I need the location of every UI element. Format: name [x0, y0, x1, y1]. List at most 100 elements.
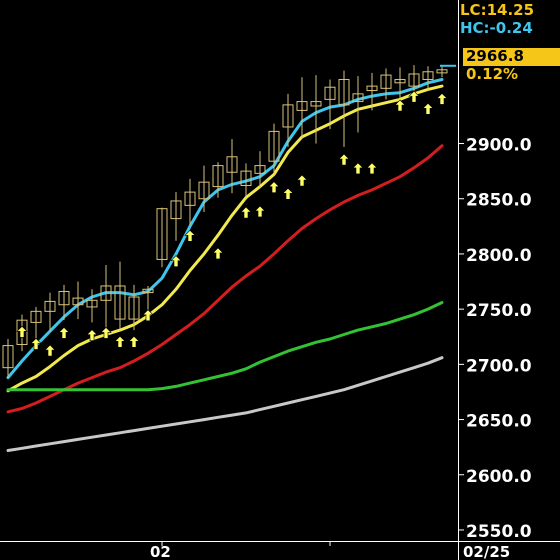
candle	[100, 264, 112, 331]
candle	[422, 66, 434, 91]
signal-arrow	[128, 335, 140, 348]
candle-body	[100, 285, 112, 301]
candle	[226, 139, 238, 194]
signal-arrow	[100, 327, 112, 339]
candle-body	[86, 299, 98, 308]
change-percent-label: 0.12%	[466, 65, 519, 83]
signal-arrow	[394, 99, 406, 112]
candle-body	[338, 78, 350, 106]
candle	[2, 338, 14, 378]
candle-body	[366, 85, 378, 92]
candle-body	[310, 101, 322, 107]
candle	[310, 75, 322, 144]
ma-line-2	[6, 84, 444, 393]
candle	[30, 306, 42, 341]
candle	[156, 207, 168, 268]
candle	[240, 163, 252, 197]
candle	[128, 284, 140, 331]
candle-body	[184, 191, 196, 206]
signal-arrow	[352, 162, 364, 175]
ma-line-5	[6, 356, 444, 452]
candle-body	[44, 300, 56, 312]
y-tick-label: 2750.0	[466, 301, 532, 321]
y-tick-label: 2700.0	[466, 356, 532, 376]
ma-line-3	[6, 144, 444, 414]
last-price-badge	[463, 48, 560, 66]
candle	[324, 79, 336, 130]
candle-body	[16, 319, 28, 345]
candle-body	[142, 288, 154, 294]
candle-body	[352, 93, 364, 103]
candle	[352, 76, 364, 133]
hc-readout: HC:-0.24	[460, 19, 533, 37]
signal-arrow	[268, 181, 280, 193]
y-tick-label: 2600.0	[466, 467, 532, 487]
candle	[254, 151, 266, 188]
candle	[58, 284, 70, 321]
signal-arrow	[212, 247, 224, 260]
signal-arrow	[282, 187, 294, 200]
candle	[198, 165, 210, 212]
candle	[86, 289, 98, 323]
signal-arrow	[114, 335, 126, 348]
y-tick-label: 2800.0	[466, 246, 532, 266]
signal-arrow	[408, 90, 420, 103]
candle	[380, 68, 392, 100]
y-tick-label: 2650.0	[466, 412, 532, 432]
candle	[366, 72, 378, 111]
candle	[268, 123, 280, 175]
candle-body	[30, 310, 42, 323]
candle-body	[436, 69, 448, 74]
candle	[282, 93, 294, 147]
candle-body	[408, 73, 420, 87]
signal-arrow	[436, 92, 448, 105]
signal-arrow	[86, 329, 98, 341]
signal-arrow	[254, 205, 266, 218]
candle-body	[198, 181, 210, 200]
candle	[394, 67, 406, 99]
x-tick-label: 02	[150, 543, 171, 560]
candles	[2, 65, 448, 378]
y-tick-label: 2850.0	[466, 191, 532, 211]
candle-body	[170, 200, 182, 220]
candle-body	[226, 156, 238, 173]
lc-readout: LC:14.25	[460, 1, 535, 19]
y-tick-label: 2550.0	[466, 522, 532, 542]
signal-arrow	[240, 206, 252, 219]
candle-body	[72, 297, 84, 306]
candle-body	[296, 101, 308, 111]
moving-averages	[6, 78, 444, 452]
signal-arrow	[16, 325, 28, 338]
signal-arrow	[366, 162, 378, 175]
signal-arrow	[184, 229, 196, 242]
y-tick-label: 2900.0	[466, 136, 532, 156]
ma-line-1	[6, 78, 444, 380]
candle	[408, 65, 420, 93]
candle-body	[156, 208, 168, 260]
x-tick-label: 02/25	[463, 543, 510, 560]
candle-body	[114, 285, 126, 320]
signal-arrow	[58, 327, 70, 339]
signal-arrow	[44, 344, 56, 357]
candle	[338, 70, 350, 147]
signal-arrow	[296, 174, 308, 187]
signal-arrow	[422, 102, 434, 115]
candle-body	[380, 74, 392, 89]
candle-body	[2, 345, 14, 369]
candle-body	[422, 71, 434, 80]
candle	[296, 77, 308, 139]
candle-body	[394, 78, 406, 84]
candle	[72, 281, 84, 320]
candle-body	[212, 165, 224, 188]
candle-body	[240, 170, 252, 186]
candle	[184, 178, 196, 226]
candle-body	[254, 165, 266, 174]
candle-body	[268, 130, 280, 162]
candle-body	[58, 290, 70, 306]
candle	[436, 66, 448, 78]
signal-arrow	[338, 153, 350, 166]
signal-arrows	[16, 90, 448, 357]
